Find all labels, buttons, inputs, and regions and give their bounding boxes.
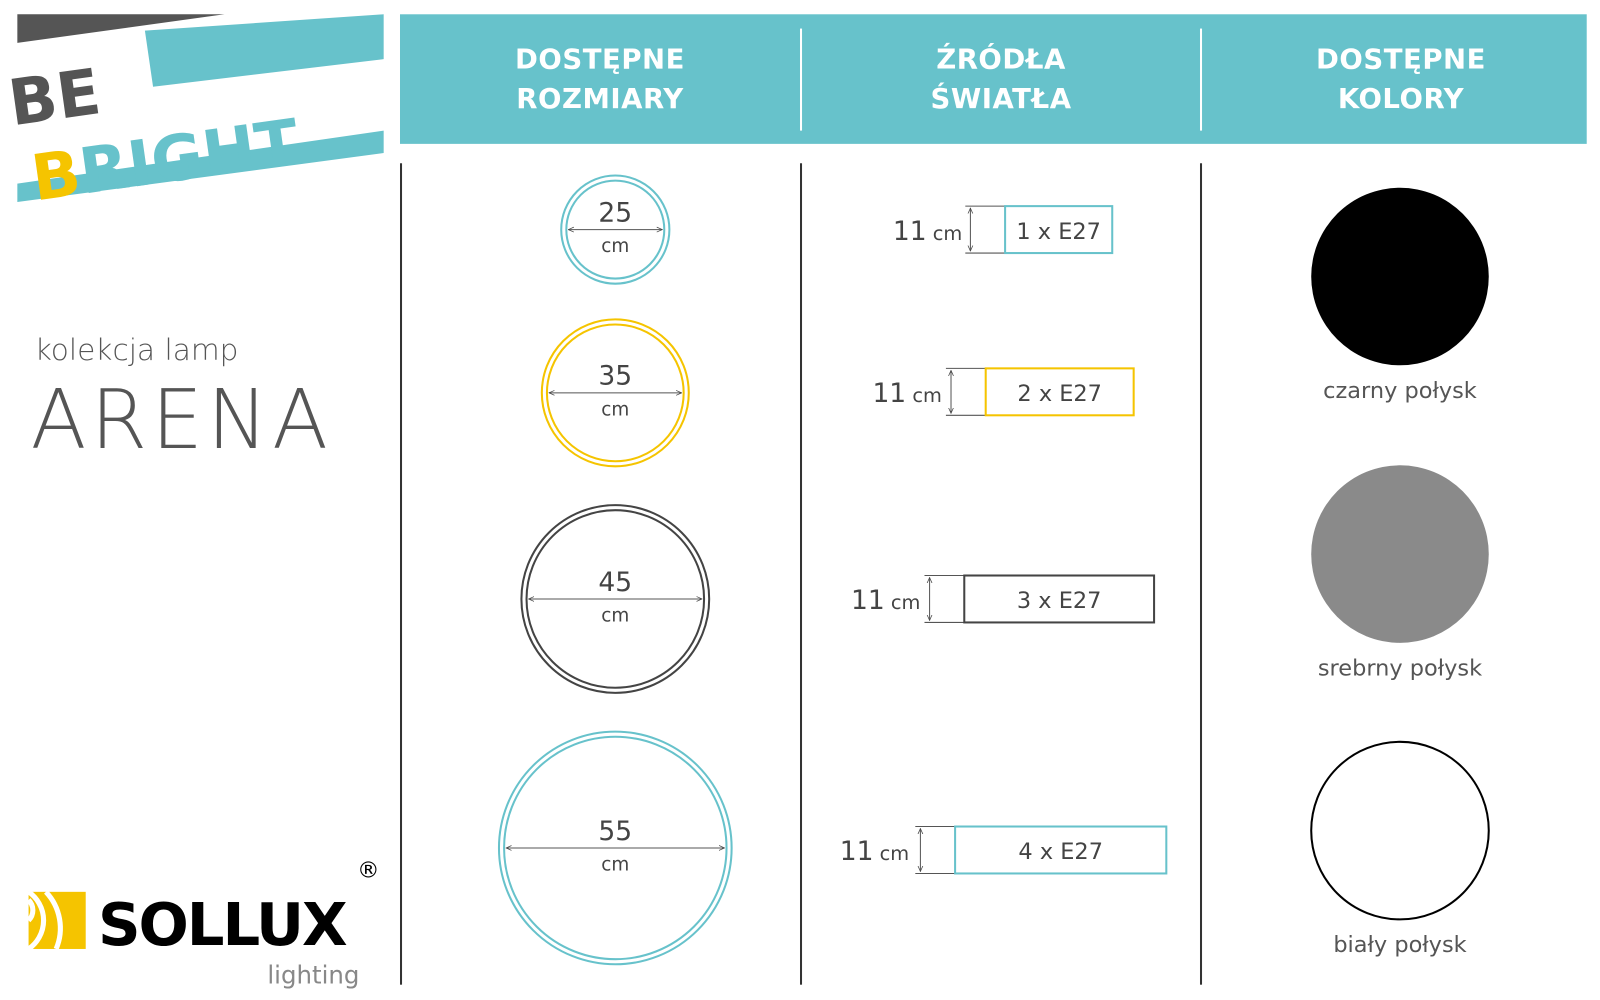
light-source-option: 11 cm 4 x E27 (840, 825, 1168, 875)
bulb-box (1004, 205, 1114, 255)
header-colors-line2: KOLORY (1337, 83, 1465, 115)
logo-be: BE (4, 54, 105, 140)
size-ring-outer (497, 730, 733, 966)
size-unit: cm (601, 399, 629, 420)
size-ring-inner (525, 509, 706, 689)
size-option: 55 cm (497, 730, 733, 966)
column-divider (799, 163, 802, 985)
sollux-sub: lighting (267, 961, 359, 990)
size-option: 35 cm (540, 318, 690, 468)
collection-prefix: kolekcja lamp (34, 332, 239, 368)
size-unit: cm (601, 236, 629, 257)
bulb-label: 4 x E27 (1018, 839, 1103, 865)
sollux-logo: SOLLUX lighting ® (26, 858, 380, 990)
header-divider (799, 28, 803, 131)
header-divider (1199, 28, 1203, 131)
size-ring-inner (503, 735, 728, 961)
size-option: 45 cm (520, 504, 711, 694)
height-unit: cm (933, 222, 963, 245)
column-divider (399, 163, 402, 985)
light-source-option: 11 cm 2 x E27 (872, 367, 1135, 417)
header-sizes: DOSTĘPNE ROZMIARY (400, 14, 800, 144)
header-sizes-line1: DOSTĘPNE (515, 43, 685, 75)
height-label: 11 cm (872, 378, 941, 409)
size-value: 45 (598, 567, 632, 598)
light-source-option: 11 cm 3 x E27 (851, 574, 1156, 624)
be-bright-logo: BE BRIGHT (4, 14, 384, 214)
size-value: 55 (598, 816, 632, 847)
header-colors-line1: DOSTĘPNE (1316, 43, 1486, 75)
color-label: czarny połysk (1323, 378, 1477, 404)
height-label: 11 cm (851, 585, 920, 616)
header-sources-line1: ŹRÓDŁA (936, 43, 1066, 75)
color-option: biały połysk (1310, 740, 1490, 958)
bulb-label: 3 x E27 (1017, 588, 1102, 614)
size-ring-inner (545, 323, 685, 463)
collection-name: ARENA (30, 372, 333, 468)
bulb-box (963, 574, 1156, 624)
size-value: 25 (598, 197, 632, 228)
header-sizes-line2: ROZMIARY (516, 83, 684, 115)
color-swatch (1311, 465, 1489, 643)
size-option: 25 cm (560, 174, 671, 285)
header-sources: ŹRÓDŁA ŚWIATŁA (801, 14, 1201, 144)
height-unit: cm (891, 591, 921, 614)
height-label: 11 cm (893, 216, 962, 247)
light-source-option: 11 cm 1 x E27 (893, 205, 1114, 255)
size-ring-inner (565, 179, 666, 280)
size-ring-outer (540, 318, 690, 468)
header-sources-line2: ŚWIATŁA (930, 83, 1072, 115)
height-value: 11 (893, 216, 927, 247)
height-label: 11 cm (840, 836, 909, 867)
size-unit: cm (601, 605, 629, 626)
color-option: czarny połysk (1311, 187, 1489, 404)
size-ring-outer (560, 174, 671, 285)
color-option: srebrny połysk (1311, 465, 1489, 682)
height-value: 11 (872, 378, 906, 409)
bulb-box (984, 367, 1135, 417)
registered-mark: ® (357, 858, 379, 884)
color-swatch (1311, 187, 1489, 366)
bulb-box (954, 825, 1168, 875)
header-bar: DOSTĘPNE ROZMIARY ŹRÓDŁA ŚWIATŁA DOSTĘPNE K… (399, 14, 1587, 144)
height-unit: cm (880, 842, 910, 865)
column-divider (1199, 163, 1202, 985)
bulb-label: 1 x E27 (1016, 219, 1101, 245)
size-ring-outer (520, 504, 711, 694)
sollux-brand: SOLLUX (98, 890, 347, 959)
height-value: 11 (840, 836, 874, 867)
color-swatch (1310, 740, 1490, 921)
bulb-label: 2 x E27 (1017, 381, 1102, 407)
color-label: biały połysk (1333, 932, 1466, 958)
header-colors: DOSTĘPNE KOLORY (1201, 14, 1600, 144)
height-value: 11 (851, 585, 885, 616)
size-unit: cm (601, 854, 629, 875)
color-label: srebrny połysk (1318, 656, 1482, 682)
size-value: 35 (598, 361, 632, 392)
height-unit: cm (912, 384, 942, 407)
